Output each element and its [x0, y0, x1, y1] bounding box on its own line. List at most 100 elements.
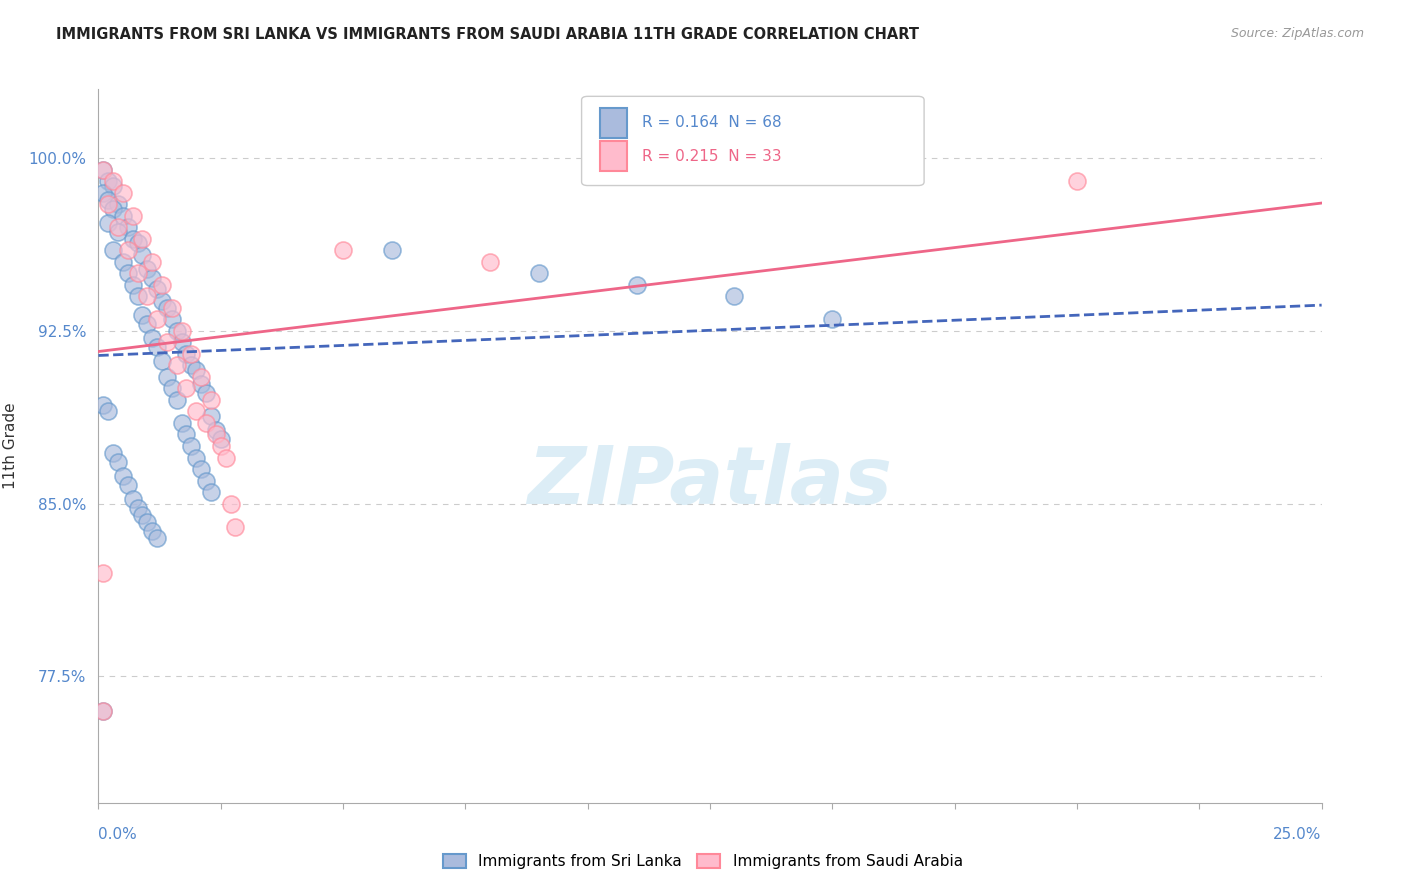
Point — [131, 248, 153, 262]
Point — [121, 209, 143, 223]
Point — [111, 186, 134, 200]
Point — [91, 162, 114, 177]
Point — [190, 376, 212, 391]
Point — [117, 220, 139, 235]
Point — [101, 244, 124, 258]
Point — [121, 232, 143, 246]
Point — [150, 293, 173, 308]
Point — [209, 439, 232, 453]
Point — [195, 386, 218, 401]
Point — [150, 354, 173, 368]
FancyBboxPatch shape — [600, 108, 627, 137]
Point — [131, 308, 153, 322]
Point — [176, 381, 198, 395]
Point — [101, 174, 124, 188]
Point — [141, 255, 163, 269]
Point — [156, 335, 179, 350]
Point — [170, 324, 193, 338]
Point — [200, 392, 222, 407]
Point — [107, 455, 129, 469]
Point — [136, 317, 159, 331]
Text: 25.0%: 25.0% — [1274, 827, 1322, 841]
Point — [97, 404, 120, 418]
Point — [186, 404, 208, 418]
Point — [127, 501, 149, 516]
Point — [117, 244, 139, 258]
Point — [160, 312, 183, 326]
Text: IMMIGRANTS FROM SRI LANKA VS IMMIGRANTS FROM SAUDI ARABIA 11TH GRADE CORRELATION: IMMIGRANTS FROM SRI LANKA VS IMMIGRANTS … — [56, 27, 920, 42]
Point — [190, 462, 212, 476]
Point — [626, 277, 648, 292]
Point — [205, 427, 228, 442]
Point — [195, 474, 218, 488]
Point — [146, 283, 169, 297]
Point — [117, 266, 139, 280]
Point — [131, 232, 153, 246]
Point — [97, 197, 120, 211]
Point — [91, 704, 114, 718]
Point — [91, 566, 114, 580]
Point — [136, 261, 159, 276]
Point — [186, 450, 208, 465]
Point — [91, 162, 114, 177]
Text: Source: ZipAtlas.com: Source: ZipAtlas.com — [1230, 27, 1364, 40]
Point — [219, 497, 242, 511]
Point — [214, 450, 236, 465]
Legend: Immigrants from Sri Lanka, Immigrants from Saudi Arabia: Immigrants from Sri Lanka, Immigrants fr… — [437, 848, 969, 875]
Point — [101, 178, 124, 193]
Point — [121, 277, 143, 292]
Point — [166, 324, 188, 338]
Point — [146, 312, 169, 326]
Point — [381, 244, 404, 258]
Point — [111, 255, 134, 269]
Point — [91, 398, 114, 412]
Point — [91, 186, 114, 200]
Point — [101, 446, 124, 460]
Point — [205, 423, 228, 437]
Point — [101, 202, 124, 216]
Point — [136, 289, 159, 303]
Point — [723, 289, 745, 303]
Point — [478, 255, 501, 269]
Point — [176, 427, 198, 442]
Text: R = 0.164  N = 68: R = 0.164 N = 68 — [641, 115, 782, 130]
Y-axis label: 11th Grade: 11th Grade — [3, 402, 17, 490]
Point — [121, 491, 143, 506]
Point — [209, 432, 232, 446]
Point — [176, 347, 198, 361]
Point — [127, 289, 149, 303]
Point — [166, 392, 188, 407]
Point — [170, 416, 193, 430]
Point — [160, 301, 183, 315]
FancyBboxPatch shape — [582, 96, 924, 186]
Point — [821, 312, 844, 326]
Point — [131, 508, 153, 522]
Point — [186, 363, 208, 377]
Point — [156, 370, 179, 384]
Point — [141, 524, 163, 538]
Point — [146, 531, 169, 545]
Point — [180, 359, 202, 373]
Point — [150, 277, 173, 292]
FancyBboxPatch shape — [600, 141, 627, 171]
Point — [195, 416, 218, 430]
Point — [141, 271, 163, 285]
Point — [190, 370, 212, 384]
Point — [107, 197, 129, 211]
Point — [136, 515, 159, 529]
Point — [97, 193, 120, 207]
Point — [180, 439, 202, 453]
Point — [107, 225, 129, 239]
Point — [97, 174, 120, 188]
Point — [111, 469, 134, 483]
Point — [527, 266, 550, 280]
Point — [127, 266, 149, 280]
Point — [107, 220, 129, 235]
Point — [146, 340, 169, 354]
Point — [111, 209, 134, 223]
Point — [170, 335, 193, 350]
Point — [160, 381, 183, 395]
Point — [141, 331, 163, 345]
Point — [127, 236, 149, 251]
Point — [156, 301, 179, 315]
